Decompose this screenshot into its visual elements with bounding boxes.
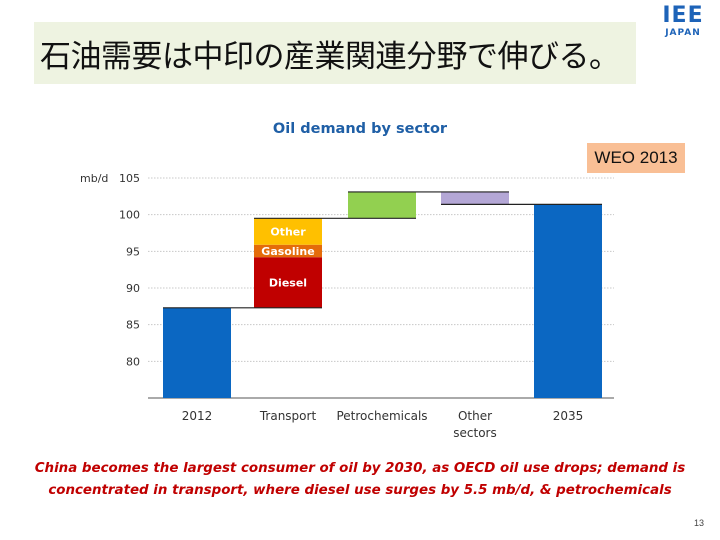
bar-segment-transport-diesel	[254, 257, 322, 308]
x-tick-label-2: Transport	[259, 409, 317, 423]
x-tick-label-4-1: Other	[458, 409, 492, 423]
bar-total-2035	[534, 204, 602, 398]
bar-total-2012	[163, 307, 231, 398]
x-tick-label-4-2: sectors	[453, 426, 496, 440]
y-tick-label-85: 85	[126, 319, 140, 332]
segment-label-other: Other	[270, 226, 306, 239]
title-banner: 石油需要は中印の産業関連分野で伸びる。	[34, 22, 636, 84]
y-tick-label-105: 105	[119, 172, 140, 185]
y-tick-label-80: 80	[126, 355, 140, 368]
y-unit-label: mb/d	[80, 172, 108, 185]
x-tick-label-1: 2012	[182, 409, 213, 423]
logo-text: IEE	[662, 3, 704, 28]
iee-japan-logo: IEE JAPAN	[651, 4, 715, 46]
slide-title: 石油需要は中印の産業関連分野で伸びる。	[40, 39, 620, 75]
logo-subtext: JAPAN	[665, 28, 701, 38]
caption-line-2: concentrated in transport, where diesel …	[48, 483, 672, 498]
x-tick-label-5: 2035	[553, 409, 584, 423]
segment-label-diesel: Diesel	[269, 277, 307, 290]
slide-caption: China becomes the largest consumer of oi…	[0, 458, 720, 502]
y-tick-label-90: 90	[126, 282, 140, 295]
caption-line-1: China becomes the largest consumer of oi…	[34, 461, 686, 476]
x-tick-label-3: Petrochemicals	[336, 409, 427, 423]
y-tick-label-100: 100	[119, 209, 140, 222]
segment-label-gasoline: Gasoline	[261, 245, 314, 258]
weo-badge: WEO 2013	[587, 143, 685, 173]
bar-segment-other-sectors	[441, 191, 509, 205]
bar-segment-petrochemicals	[348, 191, 416, 219]
chart-title: Oil demand by sector	[273, 121, 448, 137]
bar-segment-transport-gasoline	[254, 244, 322, 258]
page-number: 13	[693, 518, 704, 528]
y-tick-label-95: 95	[126, 245, 140, 258]
bar-segment-transport-other	[254, 218, 322, 245]
